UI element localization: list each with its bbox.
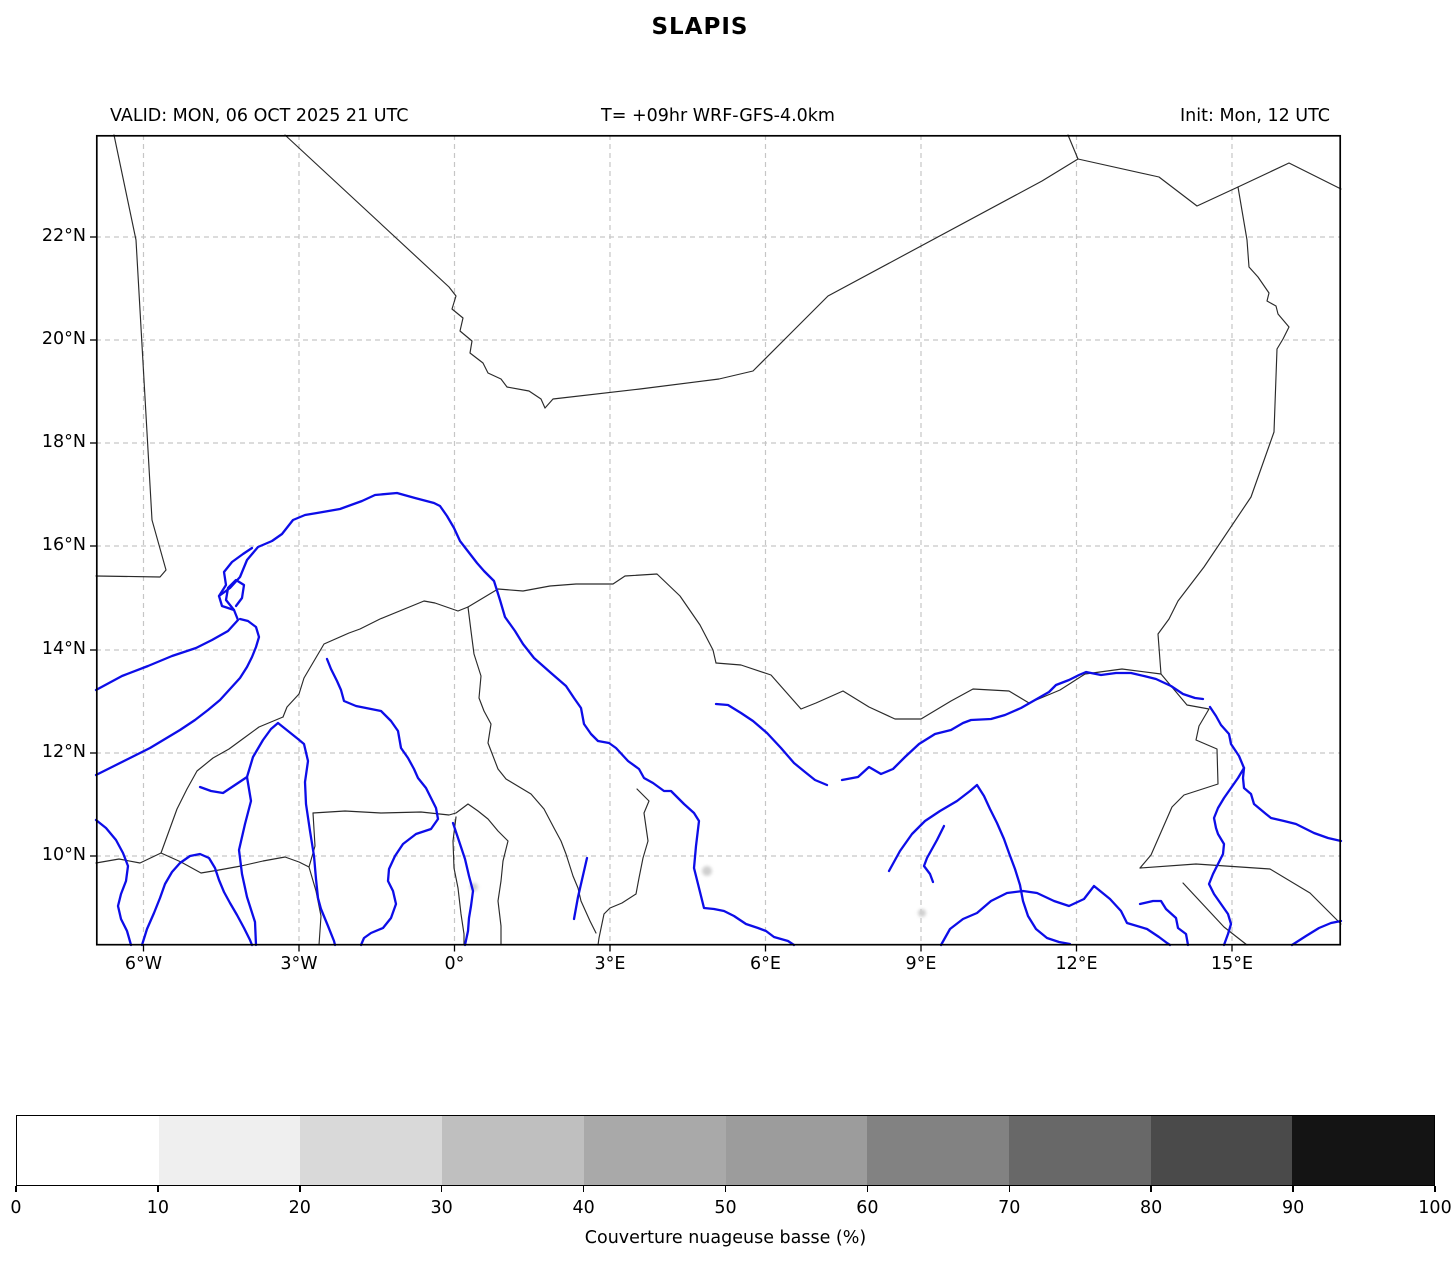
country-border — [452, 816, 465, 946]
x-tick-label: 6°W — [124, 953, 163, 974]
country-border — [1077, 158, 1342, 207]
river — [94, 491, 796, 947]
colorbar-segment — [583, 1116, 726, 1185]
colorbar-tick-label: 40 — [572, 1198, 595, 1218]
colorbar-segment — [158, 1116, 301, 1185]
colorbar-tick-mark — [299, 1186, 301, 1192]
colorbar-tick-label: 0 — [10, 1198, 22, 1218]
country-border — [1139, 863, 1342, 925]
colorbar-tick-mark — [582, 1186, 585, 1192]
country-border — [597, 788, 650, 946]
colorbar-tick-mark — [866, 1186, 869, 1192]
river — [224, 578, 246, 612]
river — [922, 824, 946, 884]
colorbar-tick-label: 50 — [714, 1198, 737, 1218]
x-tick-label: 3°E — [594, 953, 626, 974]
y-tick-label: 22°N — [41, 226, 86, 246]
river — [140, 852, 254, 947]
river — [1207, 766, 1246, 947]
river — [1290, 919, 1343, 947]
cloud-patch — [702, 866, 712, 876]
x-tick-label: 9°E — [905, 953, 937, 974]
init-time-label: Init: Mon, 12 UTC — [1180, 106, 1330, 126]
x-tick-label: 3°W — [280, 953, 318, 974]
colorbar-segment — [1292, 1116, 1435, 1185]
colorbar-tick-mark — [157, 1186, 159, 1192]
colorbar-tick-label: 80 — [1140, 1198, 1163, 1218]
y-tick-label: 18°N — [41, 432, 86, 452]
y-tick-label: 16°N — [41, 535, 86, 555]
country-border — [467, 606, 597, 934]
country-border — [1182, 882, 1248, 946]
colorbar-tick-label: 70 — [998, 1198, 1021, 1218]
y-tick-label: 12°N — [41, 742, 86, 762]
river — [237, 721, 337, 947]
y-tick-label: 20°N — [41, 329, 86, 349]
country-border — [497, 860, 504, 946]
country-border — [95, 716, 284, 864]
colorbar-segment — [442, 1116, 584, 1185]
country-border — [544, 158, 1079, 409]
colorbar-tick-label: 100 — [1418, 1198, 1451, 1218]
river — [451, 821, 475, 947]
x-tick-label: 12°E — [1055, 953, 1098, 974]
country-border — [715, 662, 1162, 720]
river — [1208, 705, 1343, 843]
colorbar-tick-label: 30 — [430, 1198, 453, 1218]
colorbar-segment — [725, 1116, 868, 1185]
country-border — [1139, 186, 1290, 869]
page-title: SLAPIS — [651, 14, 749, 40]
colorbar-tick-mark — [15, 1186, 17, 1192]
model-run-label: T= +09hr WRF-GFS-4.0km — [601, 106, 835, 126]
colorbar-segment — [1008, 1116, 1151, 1185]
country-border — [312, 803, 509, 862]
map-frame — [95, 134, 1342, 946]
river — [325, 657, 440, 947]
cloud-patch — [918, 909, 926, 917]
river — [198, 775, 249, 795]
river — [94, 617, 261, 777]
river — [714, 702, 829, 787]
x-tick-label: 6°E — [750, 953, 781, 974]
colorbar-tick-mark — [1292, 1186, 1294, 1192]
colorbar-tick-mark — [724, 1186, 727, 1192]
x-tick-label: 0° — [444, 953, 465, 974]
colorbar-tick-label: 90 — [1281, 1198, 1305, 1218]
colorbar-tick-label: 60 — [856, 1198, 879, 1218]
valid-time-label: VALID: MON, 06 OCT 2025 21 UTC — [110, 106, 409, 126]
colorbar-segment — [300, 1116, 443, 1185]
colorbar-segment — [17, 1116, 159, 1185]
colorbar-tick-label: 10 — [146, 1198, 170, 1218]
river — [217, 546, 254, 598]
y-tick-label: 14°N — [41, 639, 86, 659]
colorbar-tick-mark — [1008, 1186, 1011, 1192]
colorbar-title: Couverture nuageuse basse (%) — [584, 1228, 867, 1248]
colorbar-segment — [867, 1116, 1009, 1185]
colorbar — [16, 1115, 1435, 1186]
river — [887, 783, 1072, 946]
y-tick-label: 10°N — [41, 845, 86, 865]
country-border — [95, 134, 167, 578]
colorbar-tick-mark — [1434, 1186, 1436, 1192]
country-border — [284, 134, 546, 409]
x-tick-label: 15°E — [1210, 953, 1254, 974]
river — [1138, 899, 1190, 947]
colorbar-tick-mark — [440, 1186, 443, 1192]
colorbar-tick-mark — [1150, 1186, 1152, 1192]
river — [94, 818, 133, 947]
river — [572, 856, 589, 921]
river — [939, 884, 1172, 947]
colorbar-segment — [1150, 1116, 1293, 1185]
country-border — [160, 812, 316, 874]
colorbar-tick-label: 20 — [288, 1198, 311, 1218]
river — [840, 670, 1205, 782]
map-svg — [90, 134, 1343, 952]
country-border — [1067, 134, 1079, 160]
